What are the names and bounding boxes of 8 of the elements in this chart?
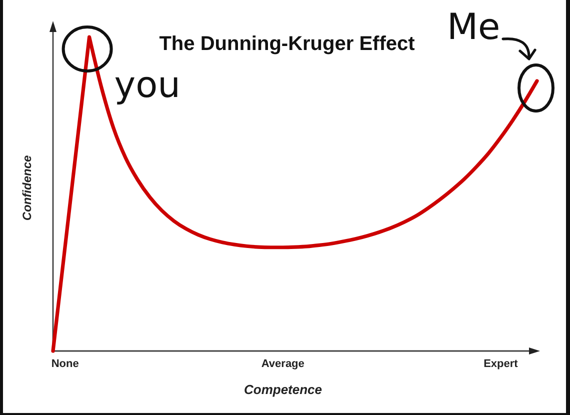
- x-tick-label: Average: [261, 358, 304, 370]
- chart-title: The Dunning-Kruger Effect: [159, 33, 416, 55]
- annotation: you: [114, 65, 180, 106]
- y-axis-title: Confidence: [20, 155, 34, 221]
- x-tick-label: Expert: [484, 358, 518, 370]
- annotation: Me: [447, 6, 500, 48]
- x-tick-label: None: [51, 358, 79, 370]
- x-axis-title: Competence: [244, 382, 322, 397]
